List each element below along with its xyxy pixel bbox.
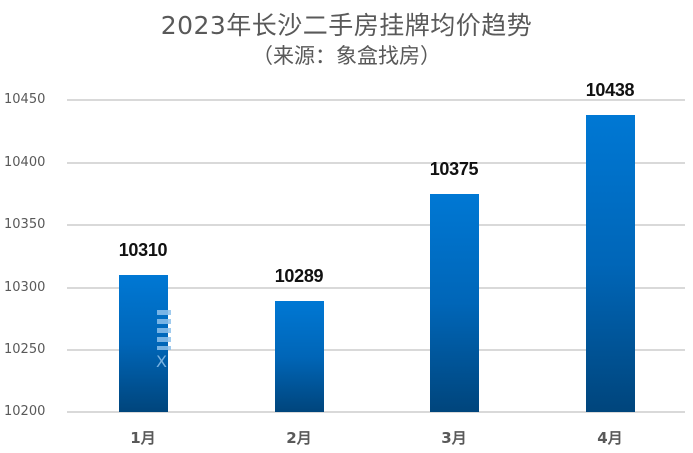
gridline: [67, 99, 685, 101]
x-tick-label: 4月: [597, 429, 623, 447]
y-tick-label: 10400: [4, 155, 46, 170]
x-tick-label: 3月: [441, 429, 467, 447]
gridline: [67, 287, 685, 289]
bar-apr: [586, 115, 635, 412]
gridline: [67, 349, 685, 351]
chart-subtitle: （来源：象盒找房）: [252, 44, 441, 68]
y-tick-label: 10450: [4, 92, 46, 107]
watermark-logo-icon: [157, 310, 171, 350]
data-label-apr: 10438: [585, 80, 635, 100]
y-tick-label: 10250: [4, 342, 46, 357]
data-label-jan: 10310: [118, 240, 168, 260]
gridline: [67, 162, 685, 164]
bar-mar: [430, 194, 479, 412]
chart-title: 2023年长沙二手房挂牌均价趋势: [160, 11, 533, 40]
watermark-letter: X: [156, 352, 167, 371]
y-tick-label: 10300: [4, 280, 46, 295]
bar-feb: [275, 301, 324, 412]
y-tick-label: 10200: [4, 404, 46, 419]
gridline: [67, 224, 685, 226]
watermark-icon: X: [155, 310, 173, 371]
x-tick-label: 2月: [286, 429, 312, 447]
x-tick-label: 1月: [130, 429, 156, 447]
y-tick-label: 10350: [4, 217, 46, 232]
data-label-mar: 10375: [429, 159, 479, 179]
x-axis-line: [67, 411, 685, 413]
data-label-feb: 10289: [274, 266, 324, 286]
